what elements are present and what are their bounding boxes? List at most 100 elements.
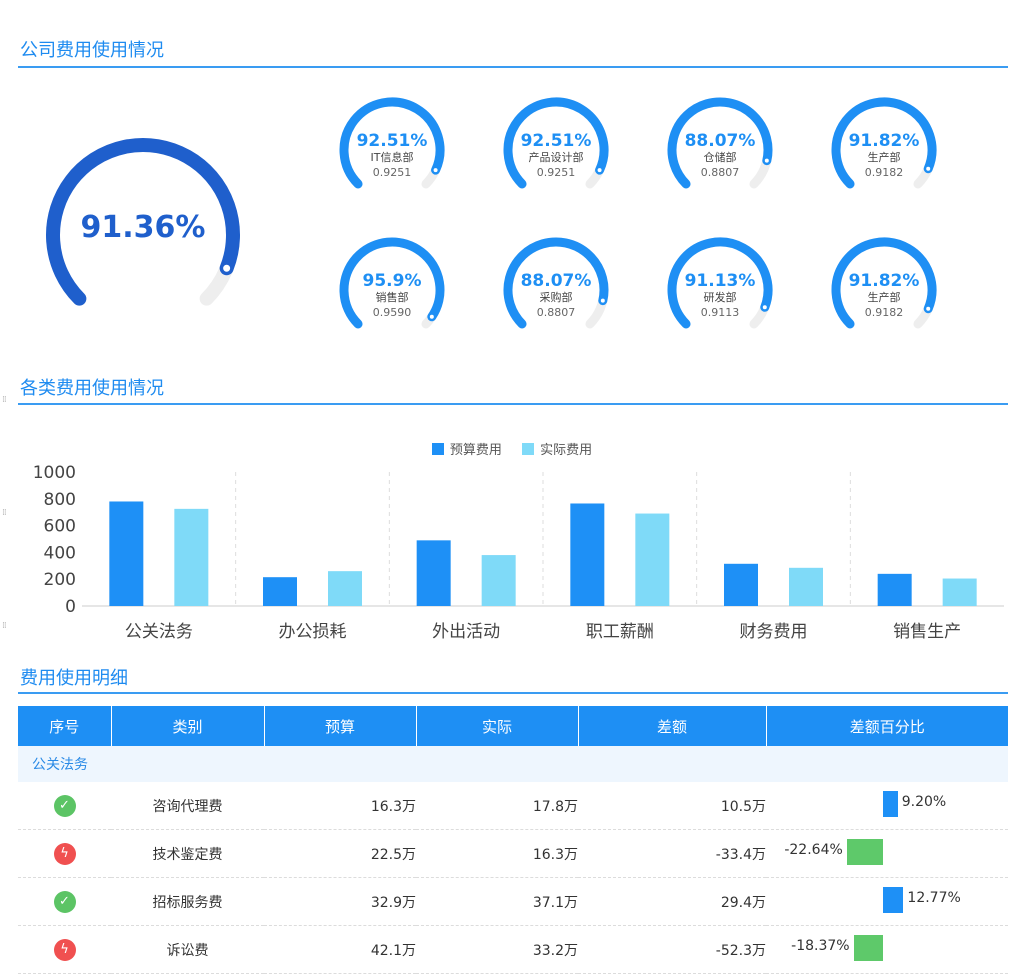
difference-percent-bar xyxy=(883,791,898,817)
department-gauge-name: 仓储部 xyxy=(704,150,737,164)
department-gauge-ratio: 0.9251 xyxy=(373,166,412,179)
column-header-difference[interactable]: 差额 xyxy=(578,706,767,746)
legend-label-budget: 预算费用 xyxy=(449,443,502,458)
category-section-divider xyxy=(18,403,1008,405)
department-gauge-ratio: 0.9113 xyxy=(701,306,740,319)
department-gauge-ratio: 0.9251 xyxy=(537,166,576,179)
department-gauge-percent: 91.82% xyxy=(849,271,920,291)
table-row[interactable]: ✓ 咨询代理费 16.3万 17.8万 10.5万 9.20% xyxy=(18,782,1008,830)
department-gauge-arc xyxy=(667,97,773,189)
column-header-actual[interactable]: 实际 xyxy=(416,706,579,746)
row-difference: -33.4万 xyxy=(578,829,766,878)
bar-budget[interactable] xyxy=(724,563,758,606)
detail-table: 序号 类别 预算 实际 差额 差额百分比 公关法务 ✓ 咨询代理费 16.3万 … xyxy=(18,706,1008,974)
bar-budget[interactable] xyxy=(877,573,912,606)
department-gauge-percent: 88.07% xyxy=(685,131,756,151)
department-gauge: 91.82%生产部 0.9182 xyxy=(831,97,937,189)
row-difference-percent: -22.64% xyxy=(766,829,1008,878)
detail-section-title: 费用使用明细 xyxy=(20,668,128,689)
column-header-index[interactable]: 序号 xyxy=(18,706,112,746)
department-gauge: 92.51%产品设计部 0.9251 xyxy=(503,97,609,189)
difference-percent-bar xyxy=(883,887,904,913)
row-category: 技术鉴定费 xyxy=(111,829,264,878)
row-difference: 10.5万 xyxy=(578,782,766,830)
department-gauge-marker xyxy=(431,166,440,175)
department-gauge-ratio: 0.9590 xyxy=(373,306,412,319)
bar-budget[interactable] xyxy=(416,540,451,606)
row-category: 诉讼费 xyxy=(111,925,264,974)
row-actual: 37.1万 xyxy=(416,877,578,926)
department-gauge-ratio: 0.8807 xyxy=(701,166,740,179)
company-section-title: 公司费用使用情况 xyxy=(20,40,164,61)
row-actual: 16.3万 xyxy=(416,829,578,878)
department-gauge-marker xyxy=(760,303,769,312)
bar-budget[interactable] xyxy=(263,577,297,606)
table-row[interactable]: ϟ 技术鉴定费 22.5万 16.3万 -33.4万 -22.64% xyxy=(18,829,1008,878)
legend-item-budget[interactable]: 预算费用 xyxy=(431,439,502,458)
legend-swatch-actual xyxy=(522,443,535,455)
table-header-row: 序号 类别 预算 实际 差额 差额百分比 xyxy=(18,706,1008,746)
department-gauge-marker xyxy=(595,166,604,175)
column-header-budget[interactable]: 预算 xyxy=(264,706,417,746)
department-gauge: 88.07%仓储部 0.8807 xyxy=(667,97,773,189)
table-group-row[interactable]: 公关法务 xyxy=(18,746,1008,782)
bar-actual[interactable] xyxy=(174,508,209,606)
x-tick-label: 财务费用 xyxy=(740,622,808,642)
drag-handle-icon[interactable]: ⁞⁞ xyxy=(2,395,7,405)
department-gauge-name: IT信息部 xyxy=(371,150,414,164)
row-difference-percent: 9.20% xyxy=(766,782,1008,830)
y-tick-label: 1000 xyxy=(33,463,76,483)
department-gauge-marker xyxy=(924,164,933,173)
department-gauge-arc xyxy=(831,97,937,189)
table-row[interactable]: ϟ 诉讼费 42.1万 33.2万 -52.3万 -18.37% xyxy=(18,925,1008,974)
x-tick-label: 职工薪酬 xyxy=(586,622,654,642)
department-gauge: 95.9%销售部 0.9590 xyxy=(339,237,445,329)
difference-percent-bar xyxy=(846,839,883,865)
bar-actual[interactable] xyxy=(328,571,362,606)
legend-item-actual[interactable]: 实际费用 xyxy=(522,439,592,458)
department-gauge-percent: 92.51% xyxy=(357,131,428,151)
difference-percent-label: 12.77% xyxy=(907,890,961,906)
department-gauge-name: 研发部 xyxy=(704,290,737,304)
department-gauge-percent: 91.82% xyxy=(849,131,920,151)
department-gauge-name: 采购部 xyxy=(540,290,573,304)
table-row[interactable]: ✓ 招标服务费 32.9万 37.1万 29.4万 12.77% xyxy=(18,877,1008,926)
overall-gauge: 91.36% xyxy=(46,138,240,306)
y-tick-label: 400 xyxy=(44,543,76,563)
department-gauge-marker xyxy=(762,156,771,165)
difference-percent-label: -18.37% xyxy=(791,938,850,954)
row-budget: 32.9万 xyxy=(264,877,416,926)
category-section-title: 各类费用使用情况 xyxy=(20,378,164,399)
bar-budget[interactable] xyxy=(570,503,605,606)
legend-swatch-budget xyxy=(431,443,444,455)
bar-actual[interactable] xyxy=(789,567,823,606)
x-tick-label: 销售生产 xyxy=(893,622,961,642)
department-gauge-name: 销售部 xyxy=(376,290,409,304)
department-gauge-percent: 91.13% xyxy=(685,271,756,291)
department-gauge: 88.07%采购部 0.8807 xyxy=(503,237,609,329)
company-section-divider xyxy=(18,66,1008,68)
column-header-difference-percent[interactable]: 差额百分比 xyxy=(766,706,1008,746)
department-gauge-arc xyxy=(339,97,445,189)
department-gauge-percent: 95.9% xyxy=(363,271,422,291)
column-header-category[interactable]: 类别 xyxy=(111,706,265,746)
bar-actual[interactable] xyxy=(942,578,977,606)
drag-handle-icon[interactable]: ⁞⁞ xyxy=(2,508,7,518)
department-gauge-name: 生产部 xyxy=(868,290,901,304)
department-gauge-marker xyxy=(924,304,933,313)
lightning-icon: ϟ xyxy=(53,842,76,865)
department-gauge-arc xyxy=(831,237,937,329)
bar-actual[interactable] xyxy=(481,555,516,606)
drag-handle-icon[interactable]: ⁞⁞ xyxy=(2,621,7,631)
difference-percent-label: 9.20% xyxy=(901,794,947,810)
row-actual: 17.8万 xyxy=(416,782,578,830)
row-difference: -52.3万 xyxy=(578,925,766,974)
overall-gauge-arc xyxy=(46,138,240,306)
department-gauge-arc xyxy=(503,97,609,189)
row-actual: 33.2万 xyxy=(416,925,578,974)
department-gauge: 91.13%研发部 0.9113 xyxy=(667,237,773,329)
bar-actual[interactable] xyxy=(635,513,670,606)
department-gauge-arc xyxy=(667,237,773,329)
check-icon: ✓ xyxy=(53,890,76,913)
bar-budget[interactable] xyxy=(109,501,144,606)
